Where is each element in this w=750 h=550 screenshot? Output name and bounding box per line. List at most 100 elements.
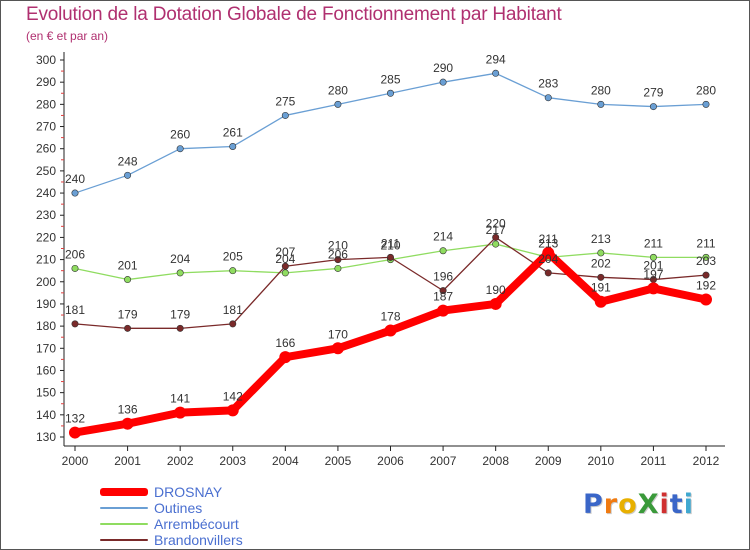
data-label: 192 [696, 279, 716, 293]
y-tick-label: 230 [36, 208, 56, 222]
data-label: 220 [486, 216, 506, 230]
data-point [331, 342, 344, 355]
legend-swatch [100, 507, 148, 509]
x-tick-label: 2011 [641, 454, 667, 468]
data-point [334, 264, 342, 272]
data-label: 166 [275, 336, 295, 350]
y-tick-label: 300 [36, 53, 56, 67]
logo-letter: P [583, 489, 604, 520]
data-label: 206 [65, 247, 85, 261]
x-tick-label: 2005 [325, 454, 352, 468]
data-point [489, 297, 502, 310]
data-label: 178 [380, 310, 400, 324]
legend-label: Outines [154, 500, 203, 516]
legend-item: DROSNAY [100, 484, 243, 500]
data-point [334, 100, 342, 108]
data-label: 206 [328, 247, 348, 261]
logo-letter: t [669, 489, 684, 520]
series-line [71, 248, 710, 437]
series-brandonvillers [71, 233, 710, 332]
logo-letter: r [603, 489, 619, 520]
logo-letter: X [637, 489, 660, 520]
data-point [544, 94, 552, 102]
x-tick-label: 2007 [430, 454, 457, 468]
x-tick-label: 2009 [535, 454, 562, 468]
data-point [386, 253, 394, 261]
data-point [437, 304, 450, 317]
y-tick-label: 200 [36, 275, 56, 289]
data-label: 294 [486, 52, 506, 66]
data-label: 205 [223, 250, 243, 264]
data-label: 179 [170, 307, 190, 321]
data-label: 181 [65, 303, 85, 317]
legend-item: Outines [100, 500, 243, 516]
x-tick-label: 2008 [482, 454, 509, 468]
data-point [281, 262, 289, 270]
y-tick-label: 260 [36, 142, 56, 156]
data-label: 203 [696, 254, 716, 268]
data-point [176, 324, 184, 332]
data-point [279, 351, 292, 364]
data-point [492, 233, 500, 241]
y-tick-label: 170 [36, 341, 56, 355]
series-layer [69, 69, 712, 439]
legend-item: Brandonvillers [100, 532, 243, 548]
data-label: 210 [380, 239, 400, 253]
y-tick-label: 160 [36, 363, 56, 377]
y-tick-label: 130 [36, 430, 56, 444]
data-label: 179 [118, 307, 138, 321]
data-point [229, 142, 237, 150]
x-tick-label: 2003 [219, 454, 246, 468]
data-point [384, 324, 397, 337]
proxiti-logo: ProXiti [583, 489, 694, 520]
data-label: 213 [591, 232, 611, 246]
data-point [229, 267, 237, 275]
logo-letter: i [683, 489, 694, 520]
data-label: 211 [644, 236, 663, 250]
data-point [176, 145, 184, 153]
data-label: 197 [643, 267, 663, 281]
data-label: 196 [433, 270, 453, 284]
data-label: 211 [381, 236, 400, 250]
axes: 130 140 150 160 170 180 190 200 210 220 230 240 250 2… [36, 52, 725, 468]
data-label: 280 [328, 83, 348, 97]
data-point [702, 100, 710, 108]
data-point [439, 78, 447, 86]
y-tick-label: 280 [36, 97, 56, 111]
data-label: 181 [223, 303, 243, 317]
y-tick-label: 220 [36, 230, 56, 244]
data-point [700, 293, 712, 306]
data-point [226, 404, 239, 417]
data-label: 275 [275, 94, 295, 108]
data-label: 136 [118, 403, 138, 417]
data-point [71, 320, 79, 328]
legend-swatch [100, 488, 148, 496]
data-labels: 132 136 141 142 166 170 178 187 190 211 191 197 192 2… [65, 52, 716, 425]
data-label: 217 [486, 223, 506, 237]
legend-label: DROSNAY [154, 484, 223, 500]
data-label: 201 [643, 259, 663, 273]
logo-letter: i [659, 489, 670, 520]
data-point [174, 406, 187, 419]
data-point [647, 282, 660, 295]
data-label: 214 [433, 230, 453, 244]
y-tick-label: 180 [36, 319, 56, 333]
data-point [542, 246, 555, 259]
data-label: 210 [328, 239, 348, 253]
legend: DROSNAY Outines Arrembécourt Brandonvillers [100, 484, 243, 548]
y-tick-label: 210 [36, 253, 56, 267]
data-label: 204 [275, 252, 295, 266]
data-point [229, 320, 237, 328]
data-point [649, 103, 657, 111]
data-point [334, 256, 342, 264]
data-label: 141 [170, 392, 190, 406]
data-label: 191 [591, 281, 611, 295]
data-point [544, 269, 552, 277]
data-label: 248 [118, 154, 138, 168]
series-drosnay [69, 246, 712, 439]
legend-item: Arrembécourt [100, 516, 243, 532]
legend-label: Arrembécourt [154, 516, 239, 532]
legend-swatch [100, 523, 148, 525]
